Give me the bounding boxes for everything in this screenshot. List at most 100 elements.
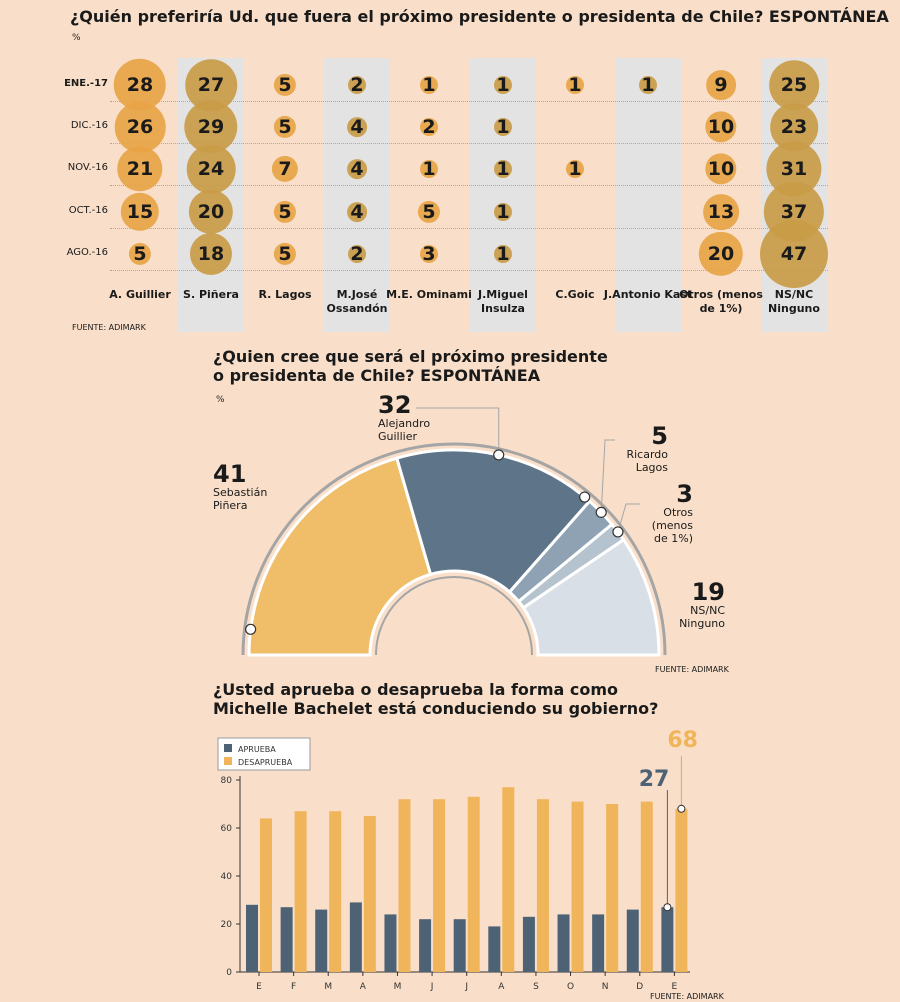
bar-aprueba: [349, 902, 362, 972]
bar-chart-title-line2: Michelle Bachelet está conduciendo su go…: [213, 699, 659, 718]
value-bubble: [186, 144, 236, 194]
value-bubble: [417, 200, 441, 224]
leader-line: [600, 439, 615, 513]
bar-aprueba: [626, 909, 639, 972]
bubble-chart-source: FUENTE: ADIMARK: [72, 323, 146, 332]
value-label: 23: [780, 116, 808, 138]
y-tick-label: 0: [226, 968, 232, 978]
value-label: 1: [568, 74, 582, 96]
value-bubble: [273, 242, 297, 266]
bar-chart-source: FUENTE: ADIMARK: [650, 992, 724, 1001]
value-label: 2: [350, 74, 364, 96]
value-bubble: [420, 118, 438, 136]
value-bubble: [128, 242, 152, 266]
highlight-dot-aprueba: [663, 903, 672, 912]
value-bubble: [188, 189, 234, 235]
bar-aprueba: [488, 926, 501, 972]
x-tick-label: F: [291, 982, 296, 992]
pie-slice: [521, 537, 661, 657]
value-bubble: [703, 194, 739, 230]
semicircle-chart: [241, 407, 667, 657]
pie-slice: [247, 456, 433, 657]
value-label: 1: [568, 158, 582, 180]
value-label: 31: [780, 158, 808, 180]
value-bubble: [705, 153, 737, 185]
candidate-label: C.Goic: [555, 288, 595, 301]
value-label: 10: [707, 158, 735, 180]
value-bubble: [566, 160, 584, 178]
candidate-label: M.José Ossandón: [326, 288, 388, 315]
bar-desaprueba: [294, 811, 307, 972]
bar-aprueba: [419, 919, 432, 972]
legend-box: [217, 737, 311, 771]
outer-ring: [241, 442, 667, 656]
value-label: 24: [197, 158, 225, 180]
value-label: 1: [422, 74, 436, 96]
x-tick-label: J: [464, 982, 468, 992]
value-bubble: [271, 155, 299, 183]
bar-desaprueba: [363, 816, 376, 972]
value-label: 7: [278, 158, 292, 180]
bar-aprueba: [280, 907, 293, 972]
value-bubble: [698, 231, 744, 277]
value-label: 1: [496, 74, 510, 96]
value-label: 1: [496, 201, 510, 223]
value-label: 10: [707, 116, 735, 138]
row-label: DIC.-16: [70, 120, 108, 131]
bar-desaprueba: [398, 799, 411, 972]
legend-label: DESAPRUEBA: [238, 758, 293, 767]
value-bubble: [705, 111, 737, 143]
bar-aprueba: [453, 919, 466, 972]
bar-desaprueba: [571, 801, 584, 972]
candidate-label: S. Piñera: [183, 288, 239, 301]
bar-desaprueba: [433, 799, 446, 972]
value-label: 27: [197, 74, 225, 96]
value-label: 5: [278, 116, 292, 138]
callout-dot: [493, 449, 505, 461]
value-bubble: [120, 192, 160, 232]
bar-desaprueba: [260, 818, 272, 972]
value-label: 1: [641, 74, 655, 96]
row-label: ENE.-17: [64, 78, 108, 89]
value-bubble: [760, 220, 828, 288]
callout-dot: [595, 506, 607, 518]
x-tick-label: E: [672, 982, 678, 992]
x-tick-label: S: [533, 982, 539, 992]
value-bubble: [494, 118, 512, 136]
value-bubble: [273, 200, 297, 224]
value-label: 1: [496, 116, 510, 138]
value-bubble: [189, 232, 233, 276]
value-bubble: [347, 202, 367, 222]
value-bubble: [706, 70, 736, 100]
value-label: 20: [707, 243, 735, 265]
bar-aprueba: [246, 904, 258, 972]
value-bubble: [494, 245, 512, 263]
value-label: 5: [278, 243, 292, 265]
value-label: 1: [496, 243, 510, 265]
value-bubble: [494, 76, 512, 94]
value-bubble: [769, 60, 819, 110]
row-gridline: [110, 185, 828, 186]
bar-desaprueba: [329, 811, 342, 972]
value-bubble: [273, 115, 297, 139]
value-label: 37: [780, 201, 808, 223]
bar-aprueba: [592, 914, 605, 972]
value-bubble: [420, 160, 438, 178]
value-bubble: [639, 76, 657, 94]
value-label: 21: [126, 158, 154, 180]
value-bubble: [117, 146, 163, 192]
value-label: 29: [197, 116, 225, 138]
value-bubble: [494, 160, 512, 178]
semicircle-source: FUENTE: ADIMARK: [655, 665, 729, 674]
column-band: [470, 58, 536, 332]
x-tick-label: A: [498, 982, 505, 992]
value-label: 5: [278, 201, 292, 223]
row-label: OCT.-16: [68, 205, 108, 216]
value-bubble: [420, 245, 438, 263]
bar-aprueba: [661, 907, 674, 972]
x-tick-label: D: [636, 982, 643, 992]
column-band: [324, 58, 390, 332]
value-label: 4: [350, 158, 364, 180]
value-label: 1: [496, 158, 510, 180]
x-tick-label: E: [256, 982, 262, 992]
